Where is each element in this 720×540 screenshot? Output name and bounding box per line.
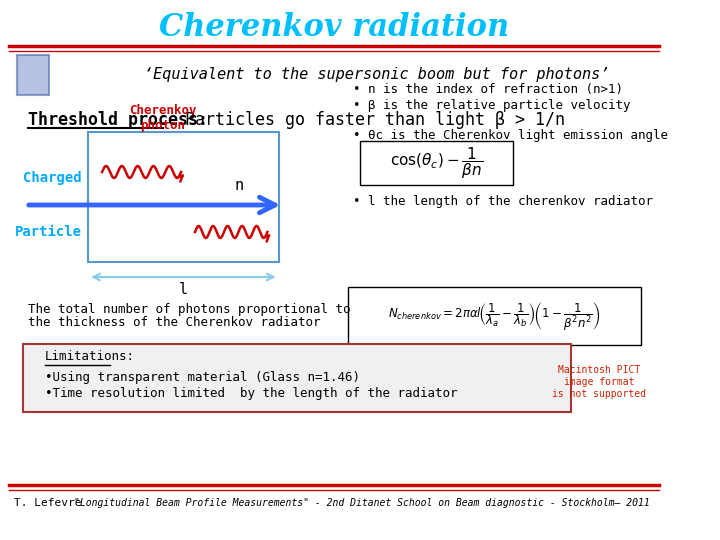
Text: Threshold process:: Threshold process: xyxy=(28,111,208,129)
Text: ‘Equivalent to the supersonic boom but for photons’: ‘Equivalent to the supersonic boom but f… xyxy=(144,68,609,83)
Text: Cherenkov radiation: Cherenkov radiation xyxy=(159,11,509,43)
Text: Macintosh PICT
image format
is not supported: Macintosh PICT image format is not suppo… xyxy=(552,366,646,399)
Text: Cherenkov
photon: Cherenkov photon xyxy=(129,104,197,132)
Text: • β is the relative particle velocity: • β is the relative particle velocity xyxy=(353,99,630,112)
Text: • l the length of the cherenkov radiator: • l the length of the cherenkov radiator xyxy=(353,195,653,208)
Bar xyxy=(89,132,279,262)
Bar xyxy=(360,141,513,185)
Text: $\cos(\theta_c) - \dfrac{1}{\beta n}$: $\cos(\theta_c) - \dfrac{1}{\beta n}$ xyxy=(390,145,483,181)
Text: n: n xyxy=(235,178,244,192)
Text: Particles go faster than light β > 1/n: Particles go faster than light β > 1/n xyxy=(166,111,565,129)
Text: Charged: Charged xyxy=(23,171,81,185)
Text: $N_{cherenkov} = 2\pi\alpha l\!\left(\dfrac{1}{\lambda_a} - \dfrac{1}{\lambda_b}: $N_{cherenkov} = 2\pi\alpha l\!\left(\df… xyxy=(388,300,600,332)
Bar xyxy=(17,55,49,95)
Text: • n is the index of refraction (n>1): • n is the index of refraction (n>1) xyxy=(353,84,623,97)
Text: T. Lefevre: T. Lefevre xyxy=(14,498,81,508)
Text: "Longitudinal Beam Profile Measurements" - 2nd Ditanet School on Beam diagnostic: "Longitudinal Beam Profile Measurements"… xyxy=(74,498,650,508)
Text: • θc is the Cherenkov light emission angle: • θc is the Cherenkov light emission ang… xyxy=(353,129,668,141)
Text: •Using transparent material (Glass n=1.46): •Using transparent material (Glass n=1.4… xyxy=(45,372,359,384)
Text: The total number of photons proportional to: The total number of photons proportional… xyxy=(28,303,351,316)
Text: the thickness of the Cherenkov radiator: the thickness of the Cherenkov radiator xyxy=(28,316,320,329)
Text: l: l xyxy=(179,282,187,298)
Text: Particle: Particle xyxy=(14,225,81,239)
Bar xyxy=(23,344,571,412)
Text: Limitations:: Limitations: xyxy=(45,350,135,363)
Bar xyxy=(348,287,641,345)
Text: •Time resolution limited  by the length of the radiator: •Time resolution limited by the length o… xyxy=(45,388,457,401)
